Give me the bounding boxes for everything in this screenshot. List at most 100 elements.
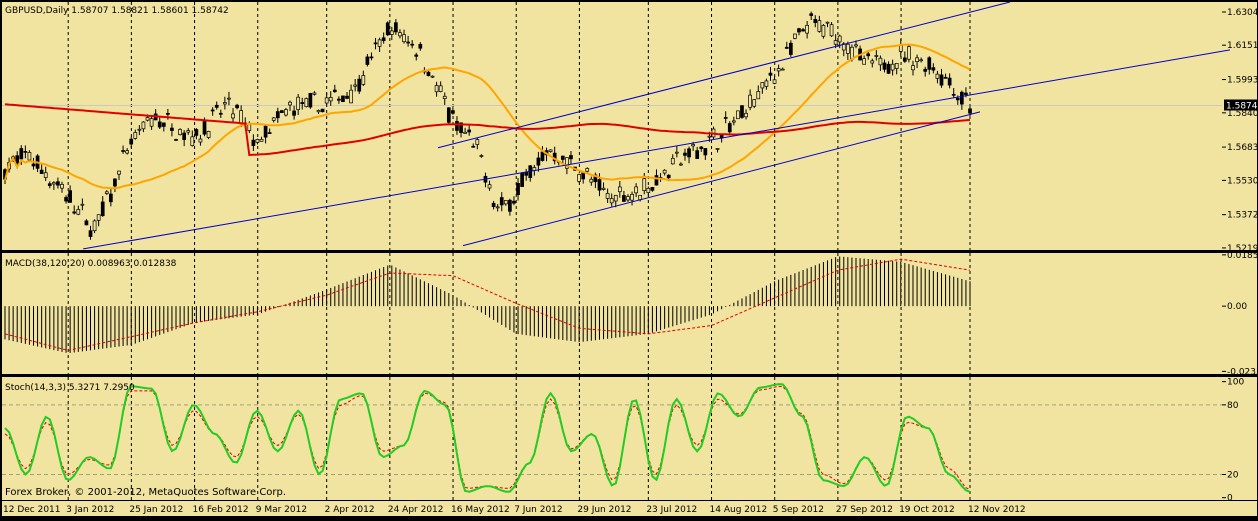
candle-body	[793, 33, 797, 39]
date-tick-label: 2 Apr 2012	[325, 505, 375, 515]
candle-body	[581, 172, 586, 180]
candle-body	[691, 144, 695, 147]
candle-body	[919, 59, 923, 62]
candle-body	[414, 54, 419, 57]
candle-body	[296, 96, 301, 110]
candle-body	[768, 72, 773, 76]
candle-body	[255, 139, 260, 143]
candle-body	[845, 43, 850, 54]
candle-body	[565, 157, 569, 169]
candle-body	[780, 68, 785, 71]
candle-body	[931, 67, 936, 71]
candle-body	[235, 104, 239, 109]
main-pane-bg	[2, 2, 1222, 250]
candle-body	[605, 193, 610, 199]
candle-body	[723, 117, 728, 119]
candle-body	[487, 184, 492, 189]
candle-body	[935, 73, 940, 79]
candle-body	[39, 169, 44, 174]
candle-body	[727, 123, 732, 133]
trend-channel-line	[83, 49, 1231, 250]
candle-body	[862, 58, 866, 65]
candle-body	[939, 74, 944, 86]
candle-body	[84, 220, 89, 226]
candle-body	[654, 175, 659, 186]
stoch-header: Stoch(14,3,3) 5.3271 7.2950	[5, 383, 135, 393]
candle-body	[813, 18, 818, 23]
candle-body	[100, 201, 105, 217]
candle-body	[911, 65, 915, 71]
candle-body	[882, 62, 887, 70]
candle-body	[609, 198, 614, 204]
candle-body	[214, 104, 219, 108]
candle-body	[601, 187, 606, 190]
candle-body	[548, 149, 553, 152]
candle-body	[345, 95, 349, 99]
candle-body	[569, 155, 573, 160]
stoch-tick-label: 20	[1227, 470, 1239, 480]
candle-body	[597, 179, 602, 191]
candle-body	[426, 71, 431, 77]
candle-body	[503, 200, 508, 205]
candle-body	[833, 40, 838, 45]
candle-body	[398, 32, 402, 37]
candle-body	[275, 111, 280, 119]
date-tick-label: 19 Oct 2012	[899, 505, 955, 515]
candle-body	[223, 102, 227, 105]
candle-body	[19, 148, 24, 160]
candle-body	[316, 110, 321, 113]
candle-body	[202, 119, 207, 135]
candle-body	[288, 101, 292, 106]
candle-body	[475, 139, 480, 145]
candle-body	[300, 102, 305, 104]
candle-body	[951, 93, 956, 96]
candle-body	[788, 42, 793, 55]
candle-body	[251, 139, 256, 146]
candle-body	[174, 139, 178, 141]
price-tick-label: 1.58405	[1227, 109, 1258, 119]
candle-body	[809, 13, 814, 16]
candle-body	[471, 145, 476, 148]
candle-body	[418, 43, 423, 49]
candle-body	[125, 150, 130, 154]
date-tick-label: 5 Sep 2012	[773, 505, 824, 515]
candle-body	[247, 123, 252, 131]
candle-body	[805, 24, 809, 34]
candle-body	[878, 57, 883, 66]
candle-body	[874, 55, 879, 57]
date-tick-label: 29 Jun 2012	[577, 505, 631, 515]
price-tick-label: 1.53725	[1227, 211, 1258, 221]
candle-body	[121, 150, 125, 152]
price-tick-label: 1.52195	[1227, 244, 1258, 254]
candle-body	[817, 20, 822, 32]
candle-body	[186, 130, 191, 133]
candle-body	[459, 122, 463, 133]
candle-body	[670, 157, 675, 165]
stoch-main-line	[4, 383, 971, 493]
current-price-label: 1.58742	[1226, 102, 1258, 112]
candle-body	[206, 131, 211, 138]
candle-body	[451, 110, 455, 114]
candle-body	[666, 174, 671, 179]
candle-body	[394, 22, 398, 33]
candle-body	[231, 113, 235, 119]
candle-body	[731, 120, 736, 123]
candle-body	[491, 202, 496, 207]
candle-body	[479, 155, 484, 157]
candle-body	[96, 214, 101, 221]
candle-body	[890, 63, 895, 71]
date-tick-label: 12 Dec 2011	[3, 505, 61, 515]
candle-body	[43, 172, 48, 178]
candle-body	[369, 56, 374, 59]
candle-body	[540, 151, 545, 161]
candle-body	[133, 132, 138, 139]
candle-body	[797, 28, 801, 33]
candle-body	[170, 127, 174, 131]
date-tick-label: 7 Jun 2012	[514, 505, 562, 515]
candle-body	[630, 193, 634, 201]
candle-body	[642, 178, 647, 192]
candle-body	[923, 68, 928, 72]
candle-body	[662, 169, 667, 174]
candle-body	[903, 57, 907, 62]
